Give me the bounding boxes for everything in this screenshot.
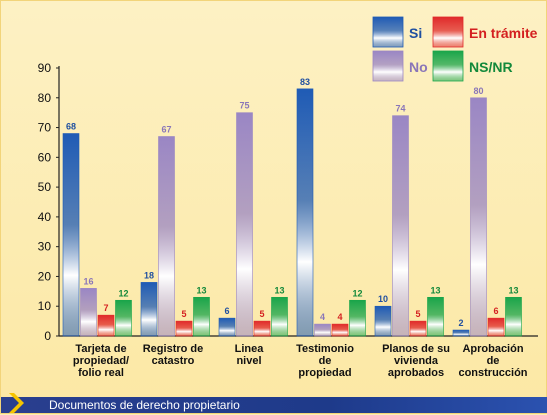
y-tick-label: 0 <box>44 329 51 343</box>
bar-en-tr-mite <box>97 314 115 337</box>
bar-ns-nr <box>427 296 444 337</box>
category-label: Tarjeta de propiedad/folio real <box>73 343 129 379</box>
bar-value-label: 6 <box>224 306 229 316</box>
legend-swatch <box>432 50 464 82</box>
legend-label: Si <box>409 25 422 41</box>
bar-si <box>62 133 80 337</box>
bars <box>62 88 522 337</box>
bar-no <box>80 288 97 337</box>
bar-ns-nr <box>349 299 366 337</box>
bar-ns-nr <box>193 296 210 337</box>
bar-si <box>218 317 236 337</box>
legend-swatch <box>372 16 404 48</box>
bar-no <box>470 97 487 337</box>
bar-value-label: 7 <box>103 303 108 313</box>
bar-en-tr-mite <box>487 317 505 337</box>
bar-no <box>158 136 175 337</box>
bar-value-label: 13 <box>508 285 518 295</box>
footer-bar: Documentos de derecho propietario <box>1 393 547 413</box>
bar-value-label: 13 <box>274 285 284 295</box>
y-tick-label: 60 <box>38 150 52 164</box>
legend: Si En trámite No NS/NR <box>372 16 538 82</box>
category-label: Testimonio de propiedad <box>296 343 354 379</box>
y-tick-label: 50 <box>38 180 52 194</box>
bar-value-label: 4 <box>320 312 325 322</box>
bar-ns-nr <box>505 296 522 337</box>
bar-value-label: 2 <box>458 318 463 328</box>
bar-no <box>392 115 409 337</box>
bar-value-label: 18 <box>144 270 154 280</box>
chevron-right-icon <box>9 393 24 413</box>
bar-value-label: 13 <box>196 285 206 295</box>
category-label: Planos de su vivienda aprobados <box>382 343 450 379</box>
bar-value-label: 75 <box>239 101 249 111</box>
bar-value-label: 5 <box>181 309 186 319</box>
legend-label: En trámite <box>469 25 538 41</box>
bar-value-label: 16 <box>83 276 93 286</box>
bar-ns-nr <box>271 296 288 337</box>
bar-no <box>236 112 253 337</box>
bar-value-label: 4 <box>337 312 342 322</box>
bar-ns-nr <box>115 299 132 337</box>
bar-value-label: 13 <box>430 285 440 295</box>
bar-en-tr-mite <box>175 320 193 337</box>
footer-title: Documentos de derecho propietario <box>49 398 240 412</box>
legend-label: No <box>409 59 428 75</box>
bar-value-label: 5 <box>259 309 264 319</box>
bar-value-label: 80 <box>473 86 483 96</box>
bar-value-label: 5 <box>415 309 420 319</box>
bar-si <box>452 329 470 337</box>
bar-en-tr-mite <box>253 320 271 337</box>
bar-value-label: 12 <box>352 288 362 298</box>
bar-value-label: 6 <box>493 306 498 316</box>
category-label: Registro de catastro <box>143 343 204 367</box>
bar-si <box>374 305 392 337</box>
legend-label: NS/NR <box>469 59 513 75</box>
axes: 0 10 20 30 40 50 60 70 80 90 <box>38 61 538 343</box>
y-tick-label: 40 <box>38 210 52 224</box>
bar-value-label: 68 <box>66 122 76 132</box>
bar-no <box>314 323 331 337</box>
bar-si <box>140 282 158 337</box>
legend-swatch <box>372 50 404 82</box>
bar-value-label: 67 <box>161 124 171 134</box>
bar-en-tr-mite <box>331 323 349 337</box>
y-tick-label: 30 <box>38 240 52 254</box>
category-label: Aprobación de construcción <box>458 343 527 379</box>
bar-value-label: 83 <box>300 77 310 87</box>
y-tick-label: 20 <box>38 269 52 283</box>
y-tick-label: 80 <box>38 91 52 105</box>
legend-swatch <box>432 16 464 48</box>
y-tick-label: 10 <box>38 299 52 313</box>
y-tick-label: 70 <box>38 121 52 135</box>
bar-en-tr-mite <box>409 320 427 337</box>
bar-value-label: 74 <box>395 104 405 114</box>
y-tick-label: 90 <box>38 61 52 75</box>
category-labels: Tarjeta de propiedad/folio real Registro d… <box>73 343 528 379</box>
bar-si <box>296 88 314 337</box>
bar-value-label: 12 <box>118 288 128 298</box>
category-label: Linea nivel <box>235 343 265 367</box>
bar-value-label: 10 <box>378 294 388 304</box>
